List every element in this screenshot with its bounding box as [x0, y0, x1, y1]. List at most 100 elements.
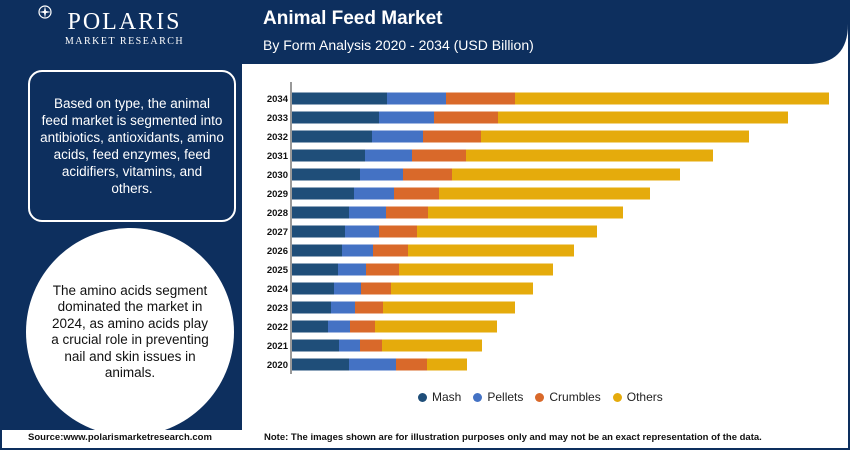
bar-segment-mash: [292, 149, 365, 162]
bar-segment-pellets: [354, 187, 394, 200]
bar-segment-crumbles: [412, 149, 466, 162]
bar-segment-others: [481, 130, 749, 143]
y-tick-label: 2025: [267, 265, 289, 276]
bar-segment-pellets: [360, 168, 403, 181]
header-banner: [242, 2, 848, 64]
bar-segment-pellets: [338, 263, 366, 276]
bar-segment-crumbles: [396, 358, 427, 371]
bar-segment-others: [375, 320, 497, 333]
y-tick-label: 2022: [267, 322, 288, 333]
bar-segment-crumbles: [379, 225, 417, 238]
bar-segment-others: [515, 92, 829, 105]
bar-segment-pellets: [339, 339, 360, 352]
bar-segment-others: [427, 358, 467, 371]
y-tick-label: 2020: [267, 360, 288, 371]
bar-segment-others: [391, 282, 533, 295]
y-tick-label: 2024: [267, 284, 289, 295]
bar-segment-mash: [292, 301, 331, 314]
legend-label: Others: [626, 390, 663, 404]
bar-segment-mash: [292, 130, 372, 143]
brand-logo: POLARIS MARKET RESEARCH: [42, 8, 207, 56]
left-panel: POLARIS MARKET RESEARCH Based on type, t…: [2, 2, 242, 436]
bar-segment-mash: [292, 168, 360, 181]
bar-segment-mash: [292, 206, 349, 219]
highlight-circle: The amino acids segment dominated the ma…: [26, 228, 234, 436]
legend-item-pellets: Pellets: [473, 390, 523, 404]
bar-segment-others: [466, 149, 713, 162]
brand-name: POLARIS: [67, 9, 182, 35]
bar-segment-crumbles: [403, 168, 452, 181]
bar-segment-pellets: [328, 320, 350, 333]
chart-title: Animal Feed Market: [263, 8, 443, 29]
bar-segment-mash: [292, 111, 379, 124]
legend-swatch: [535, 392, 545, 402]
y-tick-label: 2021: [267, 341, 289, 352]
bar-segment-crumbles: [366, 263, 399, 276]
y-tick-label: 2034: [267, 94, 289, 105]
bar-segment-others: [439, 187, 650, 200]
bar-segment-pellets: [365, 149, 412, 162]
bar-segment-pellets: [334, 282, 361, 295]
segment-info-text: Based on type, the animal feed market is…: [40, 96, 224, 196]
footer: Source:www.polarismarketresearch.com Not…: [2, 430, 848, 448]
brand-tagline: MARKET RESEARCH: [64, 36, 185, 47]
bar-segment-others: [383, 301, 515, 314]
source-text: Source:www.polarismarketresearch.com: [28, 432, 212, 443]
bar-segment-others: [399, 263, 553, 276]
legend-label: Crumbles: [549, 390, 601, 404]
bar-segment-pellets: [331, 301, 355, 314]
bar-segment-mash: [292, 225, 345, 238]
bar-segment-crumbles: [423, 130, 481, 143]
bar-segment-mash: [292, 244, 342, 257]
bar-segment-pellets: [349, 206, 386, 219]
y-tick-label: 2027: [267, 227, 288, 238]
bar-segment-others: [408, 244, 574, 257]
legend-swatch: [418, 392, 427, 402]
bar-segment-others: [452, 168, 680, 181]
bar-segment-pellets: [349, 358, 396, 371]
bar-segment-mash: [292, 187, 354, 200]
y-tick-label: 2029: [267, 189, 288, 200]
legend-label: Mash: [432, 390, 462, 404]
bar-segment-pellets: [387, 92, 446, 105]
bar-segment-crumbles: [386, 206, 428, 219]
bar-segment-pellets: [345, 225, 379, 238]
bar-segment-pellets: [372, 130, 423, 143]
chart-legend: Mash Pellets Crumbles Others: [418, 390, 663, 404]
y-tick-label: 2030: [267, 170, 288, 181]
y-tick-label: 2026: [267, 246, 288, 257]
legend-label: Pellets: [487, 390, 524, 404]
disclaimer-note: Note: The images shown are for illustrat…: [264, 432, 762, 443]
legend-item-others: Others: [612, 390, 663, 404]
bar-segment-crumbles: [360, 339, 382, 352]
bar-segment-pellets: [342, 244, 373, 257]
bar-segment-crumbles: [355, 301, 383, 314]
bar-segment-others: [382, 339, 482, 352]
bar-segment-mash: [292, 320, 328, 333]
bar-segment-pellets: [379, 111, 434, 124]
y-tick-label: 2028: [267, 208, 288, 219]
stacked-bar-chart: 2034 2033 2032 2031 2030 2029 2028 2027 2026 2025…: [267, 82, 829, 374]
bar-segment-mash: [292, 358, 349, 371]
y-tick-label: 2023: [267, 303, 288, 314]
legend-swatch: [612, 392, 622, 402]
chart-subtitle: By Form Analysis 2020 - 2034 (USD Billio…: [263, 37, 534, 53]
bar-segment-mash: [292, 263, 338, 276]
bar-segment-crumbles: [394, 187, 439, 200]
compass-star-icon: [38, 5, 52, 19]
segment-info-box: Based on type, the animal feed market is…: [28, 70, 236, 222]
bar-segment-mash: [292, 339, 339, 352]
bar-segment-others: [417, 225, 597, 238]
legend-item-mash: Mash: [418, 390, 461, 404]
bar-segment-crumbles: [446, 92, 515, 105]
bar-segment-crumbles: [350, 320, 375, 333]
bar-segment-crumbles: [361, 282, 391, 295]
bar-segment-others: [498, 111, 788, 124]
bar-segment-crumbles: [434, 111, 498, 124]
y-tick-label: 2033: [267, 113, 288, 124]
bar-segment-mash: [292, 92, 387, 105]
bar-segment-mash: [292, 282, 334, 295]
legend-swatch: [473, 392, 483, 402]
y-tick-label: 2032: [267, 132, 288, 143]
